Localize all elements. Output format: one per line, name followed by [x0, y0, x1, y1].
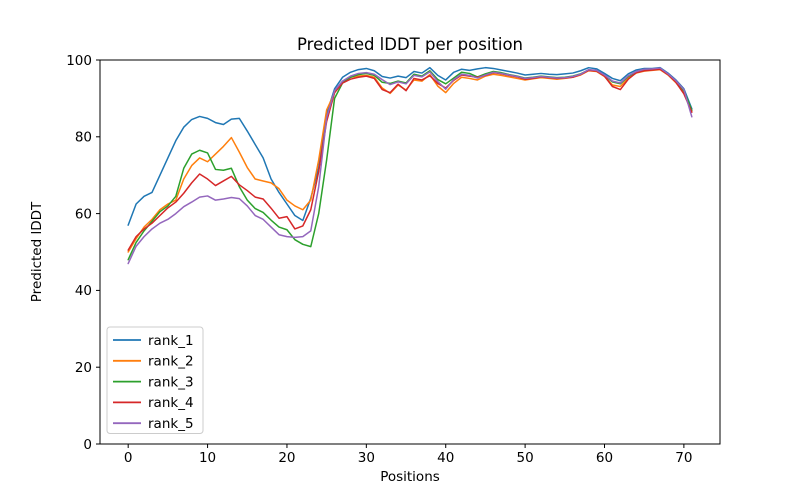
axes-spines — [99, 59, 721, 445]
x-tick-label: 50 — [517, 450, 534, 466]
x-axis-label: Positions — [380, 469, 440, 485]
chart-title: Predicted lDDT per position — [297, 35, 523, 54]
x-tick-label: 40 — [437, 450, 454, 466]
y-tick-label: 100 — [66, 53, 92, 69]
legend: rank_1 rank_2 rank_3 rank_4 rank_5 — [106, 326, 204, 434]
y-tick-label: 60 — [75, 206, 92, 222]
legend-label-rank_5: rank_5 — [148, 416, 194, 432]
x-tick-label: 20 — [278, 450, 295, 466]
x-tick-label: 60 — [596, 450, 613, 466]
y-tick-label: 20 — [75, 360, 92, 376]
series-line-rank_1 — [127, 66, 693, 226]
y-axis-label: Predicted lDDT — [29, 201, 45, 302]
legend-label-rank_4: rank_4 — [148, 395, 194, 411]
legend-label-rank_3: rank_3 — [148, 374, 194, 390]
x-tick-label: 30 — [358, 450, 375, 466]
x-tick-label: 70 — [675, 450, 692, 466]
legend-label-rank_2: rank_2 — [148, 354, 194, 370]
y-tick-label: 40 — [75, 283, 92, 299]
legend-box — [106, 326, 204, 434]
y-tick-label: 80 — [75, 130, 92, 146]
x-tick-label: 10 — [199, 450, 216, 466]
x-tick-label: 0 — [124, 450, 133, 466]
legend-label-rank_1: rank_1 — [148, 333, 194, 349]
series-line-rank_5 — [127, 67, 693, 265]
y-tick-label: 0 — [83, 437, 92, 453]
